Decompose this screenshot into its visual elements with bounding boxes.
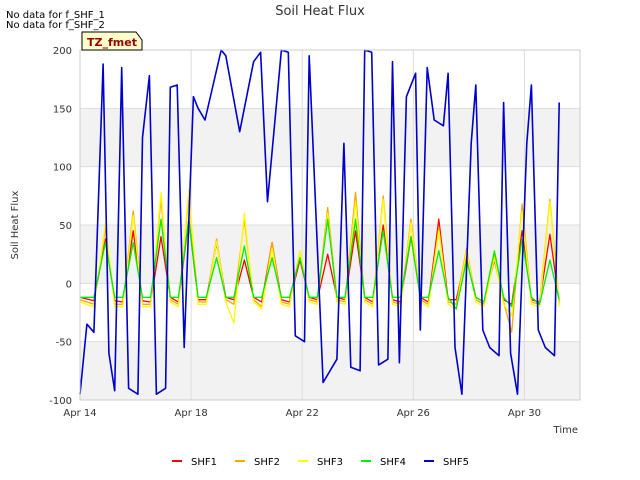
- x-tick-label: Apr 30: [508, 408, 541, 419]
- x-tick-label: Apr 22: [286, 408, 319, 419]
- y-tick-label: 200: [53, 46, 72, 57]
- y-axis-ticks: -100 -50 0 50 100 150 200: [49, 46, 72, 407]
- series-line-shf4: [80, 218, 560, 310]
- legend-label: SHF4: [380, 457, 406, 468]
- plot-band: [80, 108, 580, 167]
- plot-band: [80, 50, 580, 109]
- legend: SHF1 SHF2 SHF3 SHF4 SHF5: [172, 457, 469, 468]
- y-tick-label: 100: [53, 163, 72, 174]
- x-axis-ticks: Apr 14 Apr 18 Apr 22 Apr 26 Apr 30: [63, 408, 541, 419]
- y-tick-label: 50: [59, 221, 72, 232]
- plot-frame: [79, 49, 581, 401]
- x-tick-label: Apr 14: [63, 408, 96, 419]
- y-axis-label: Soil Heat Flux: [10, 190, 21, 259]
- no-data-note-2: No data for f_SHF_2: [6, 20, 105, 31]
- station-badge: TZ_fmet: [81, 31, 143, 51]
- series-line-shf5: [79, 49, 560, 396]
- no-data-note-1: No data for f_SHF_1: [6, 10, 105, 21]
- x-tick-label: Apr 18: [175, 408, 208, 419]
- y-tick-label: 150: [53, 104, 72, 115]
- legend-label: SHF2: [254, 457, 280, 468]
- y-tick-label: -100: [49, 396, 72, 407]
- y-tick-label: 0: [66, 279, 72, 290]
- series-layer: [79, 49, 560, 396]
- legend-label: SHF5: [443, 457, 469, 468]
- legend-label: SHF3: [317, 457, 343, 468]
- badge-label: TZ_fmet: [87, 36, 137, 49]
- y-tick-label: -50: [56, 338, 72, 349]
- badge-box: [81, 31, 143, 51]
- x-axis-label: Time: [553, 425, 578, 436]
- x-tick-label: Apr 26: [397, 408, 430, 419]
- plot-band: [80, 283, 580, 342]
- chart-title: Soil Heat Flux: [275, 4, 365, 19]
- legend-label: SHF1: [191, 457, 217, 468]
